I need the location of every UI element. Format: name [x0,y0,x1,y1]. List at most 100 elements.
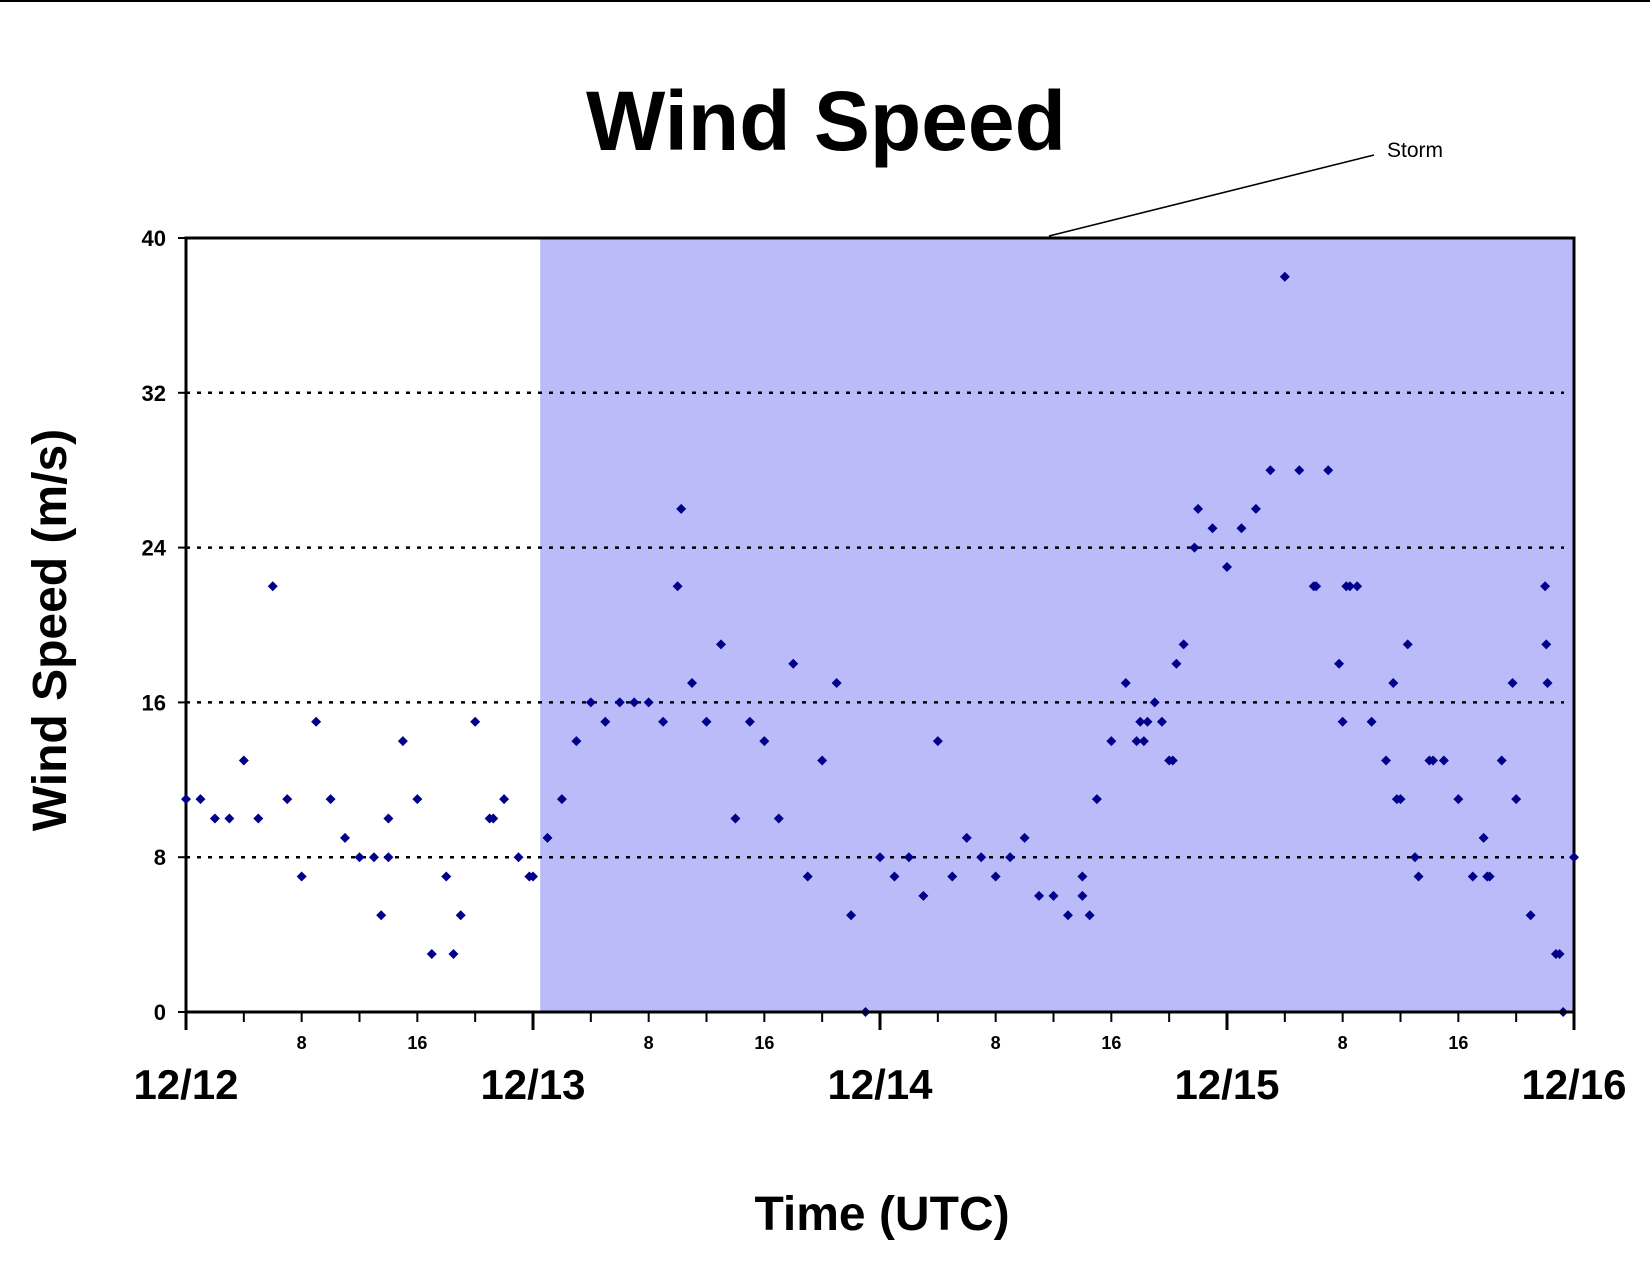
data-point [1554,948,1565,959]
data-point [556,794,567,805]
x-day-label: 12/12 [133,1061,238,1108]
data-point [918,890,929,901]
data-point [701,716,712,727]
data-point [1541,639,1552,650]
data-point [802,871,813,882]
data-point [195,794,206,805]
data-point [1453,794,1464,805]
data-point [1438,755,1449,766]
x-day-label: 12/15 [1174,1061,1279,1108]
data-point [488,813,499,824]
data-point [585,697,596,708]
y-tick-label: 8 [154,845,166,870]
data-point [1171,658,1182,669]
data-point [528,871,538,882]
data-point [1478,832,1489,843]
x-hour-label: 16 [1101,1033,1121,1053]
data-point [643,697,654,708]
data-point [311,716,322,727]
data-point [1540,581,1551,592]
x-hour-label: 16 [754,1033,774,1053]
data-point [448,948,459,959]
data-point [513,852,524,863]
x-hour-label: 8 [1338,1033,1348,1053]
data-point [224,813,235,824]
data-point [325,794,336,805]
data-point [455,910,466,921]
data-point [1131,736,1142,747]
data-point [1138,736,1149,747]
y-axis: 0 8 16 24 32 40 [142,226,186,1025]
data-point [1120,678,1131,689]
data-point [1402,639,1413,650]
x-hour-label: 16 [1448,1033,1468,1053]
data-point [181,794,191,805]
y-tick-label: 40 [142,226,166,251]
data-point [441,871,452,882]
x-day-label: 12/14 [827,1061,933,1108]
data-point [397,736,408,747]
data-point [672,581,683,592]
data-point [1409,852,1420,863]
data-point [1484,871,1495,882]
data-point [1250,503,1261,514]
data-point [209,813,220,824]
y-tick-label: 16 [142,690,166,715]
data-point [676,503,687,514]
data-point [600,716,611,727]
y-tick-label: 0 [154,1000,166,1025]
data-point [1062,910,1073,921]
data-point [238,755,249,766]
data-point [788,658,799,669]
data-point [990,871,1001,882]
plot-area [181,236,1579,1017]
data-point [846,910,857,921]
data-point [1311,581,1322,592]
data-point [1106,736,1117,747]
data-point [1048,890,1059,901]
data-point [1388,678,1399,689]
data-point [658,716,669,727]
x-hour-label: 8 [991,1033,1001,1053]
data-point [961,832,972,843]
data-point [1167,755,1178,766]
data-point [1395,794,1406,805]
data-point [932,736,943,747]
data-point [947,871,958,882]
data-point [1413,871,1424,882]
data-point [1294,465,1305,476]
data-point [1084,910,1095,921]
data-point [773,813,784,824]
data-point [1344,581,1355,592]
data-point [1352,581,1363,592]
data-point [1265,465,1276,476]
x-hour-label: 8 [297,1033,307,1053]
data-point [1467,871,1478,882]
data-point [831,678,842,689]
data-point [1334,658,1345,669]
data-point [354,852,365,863]
data-point [1323,465,1334,476]
x-day-label: 12/13 [480,1061,585,1108]
data-point [715,639,726,650]
data-point [267,581,278,592]
data-point [1337,716,1348,727]
data-point [1511,794,1522,805]
storm-shaded-region [540,238,1574,1012]
data-point [1077,871,1088,882]
chart-title: Wind Speed [586,74,1066,168]
data-point [1542,678,1553,689]
data-point [976,852,987,863]
data-point [1142,716,1153,727]
x-axis-title: Time (UTC) [754,1188,1009,1241]
data-point [1507,678,1518,689]
data-point [1019,832,1030,843]
data-point [875,852,885,863]
x-hour-label: 16 [407,1033,427,1053]
data-point [296,871,307,882]
data-point [730,813,741,824]
x-hour-label: 8 [644,1033,654,1053]
data-point [1178,639,1189,650]
